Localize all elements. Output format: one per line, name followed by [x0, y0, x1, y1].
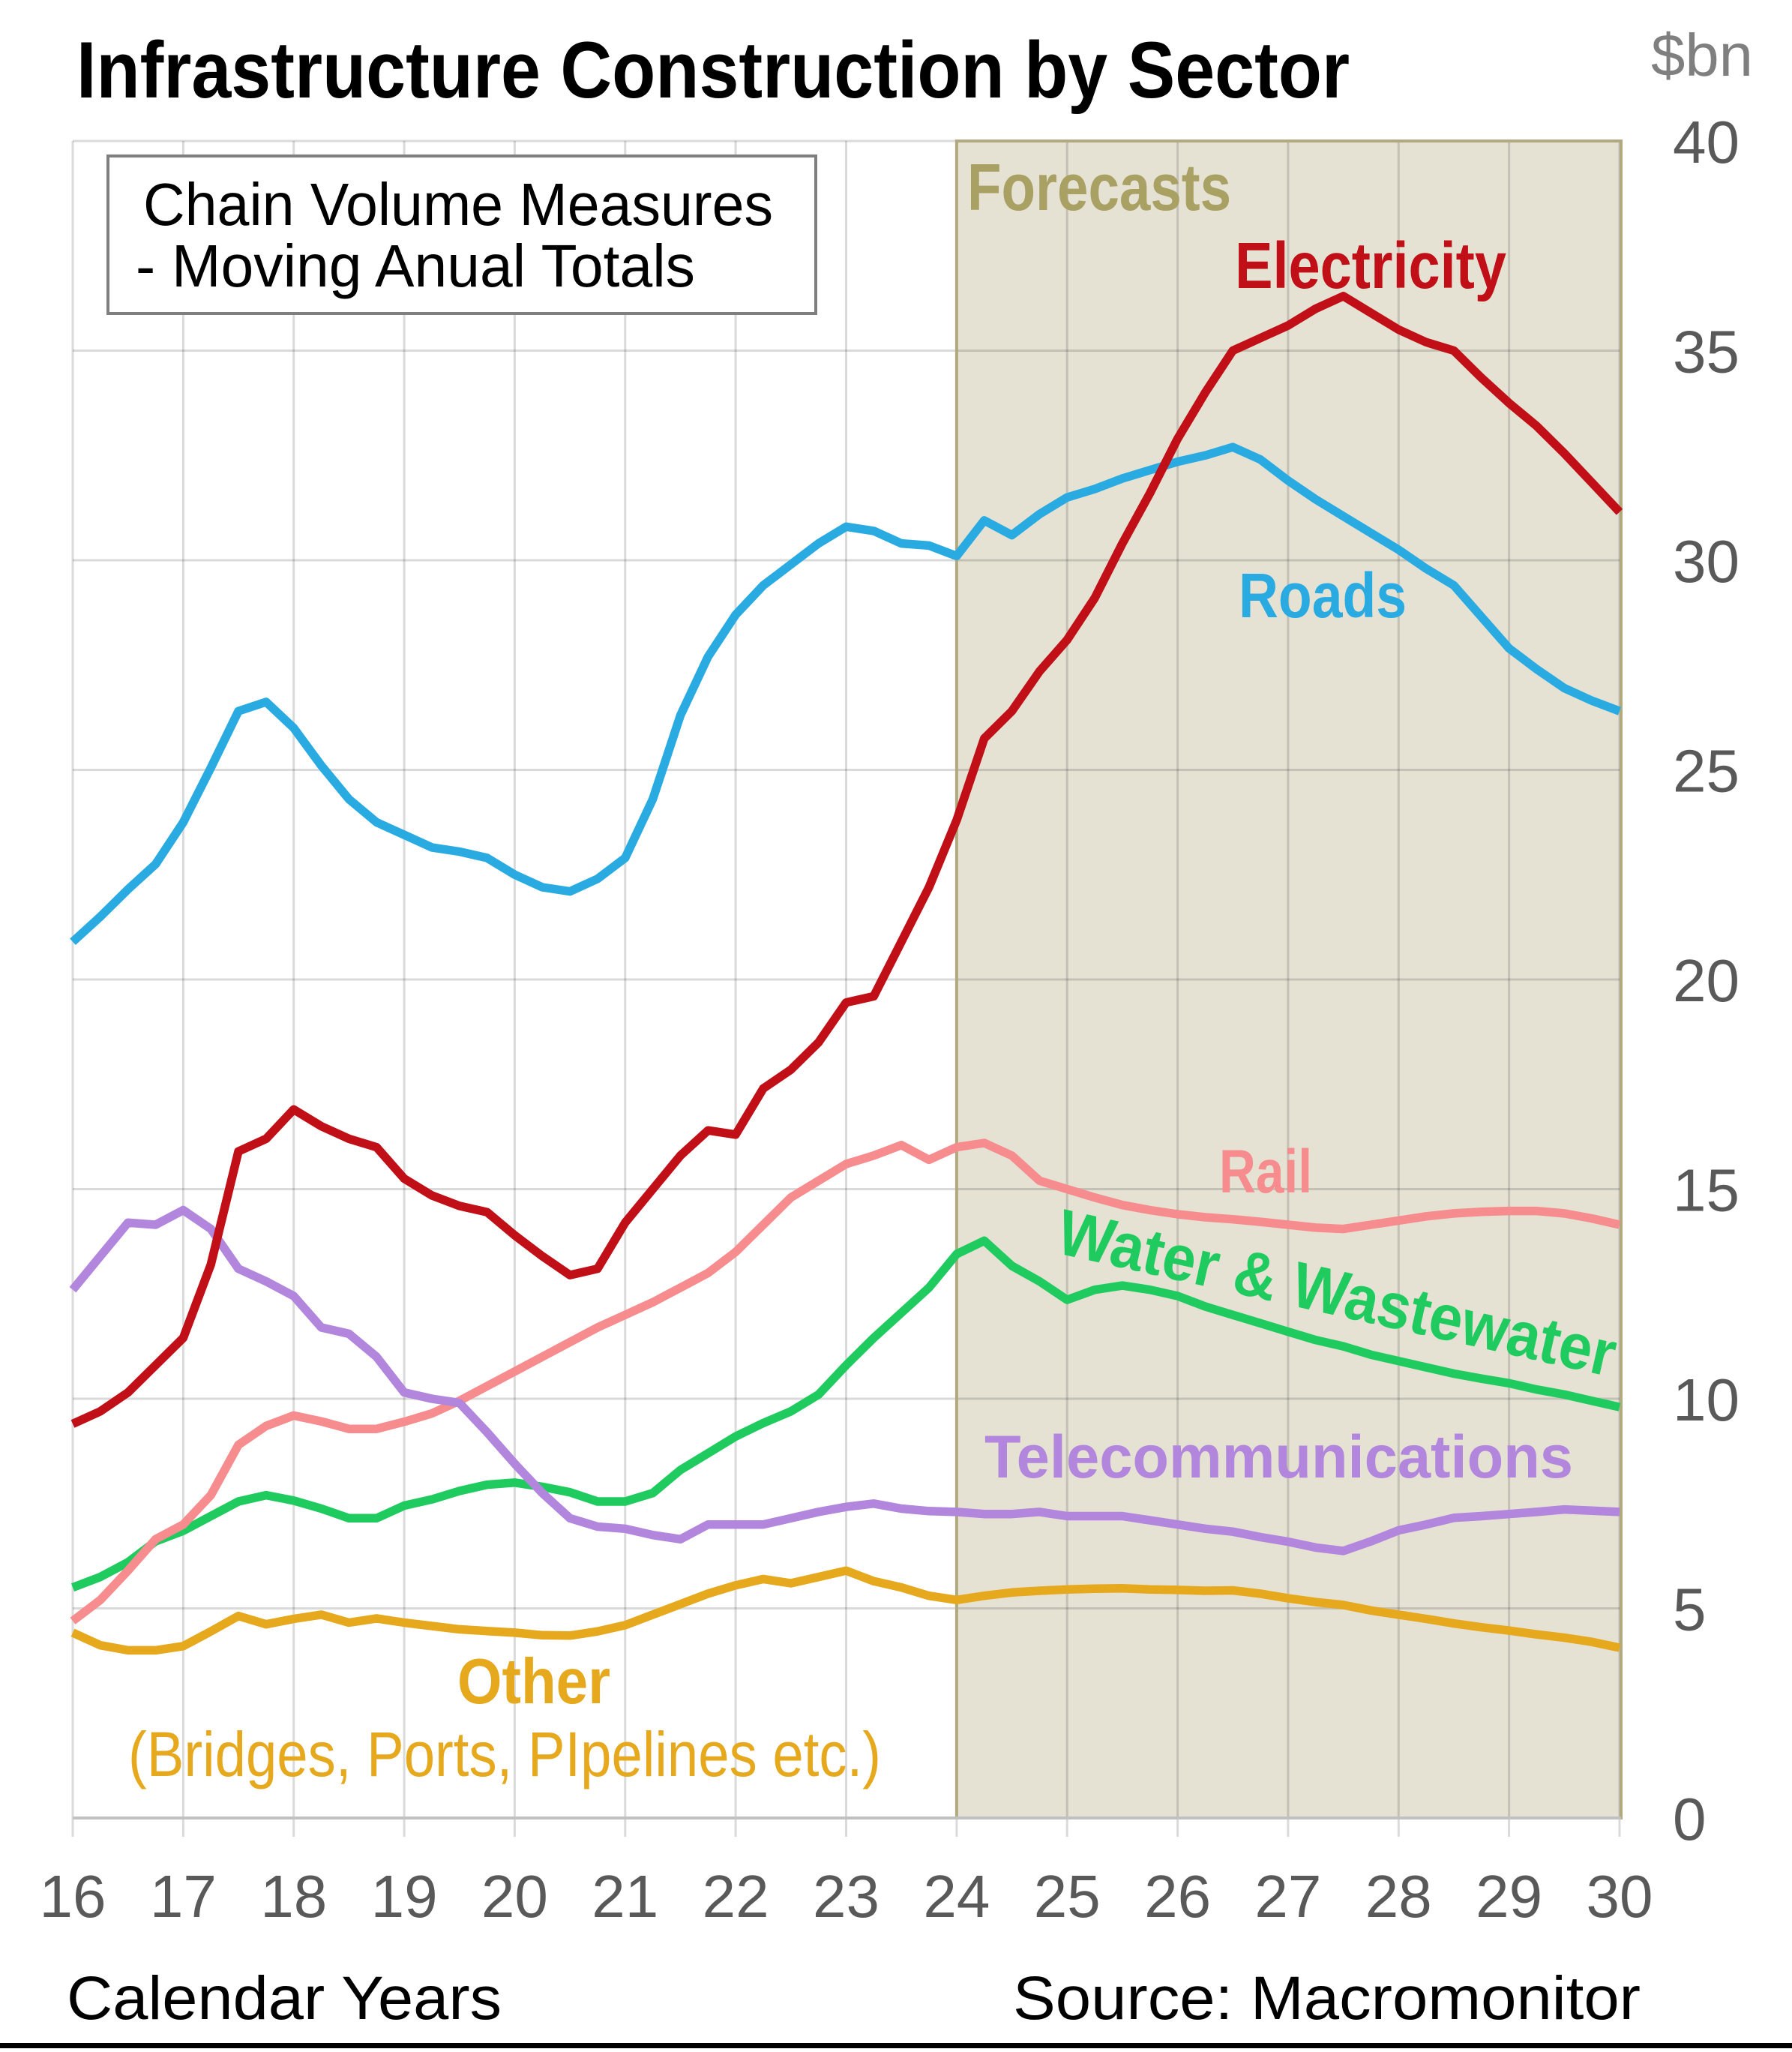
svg-text:27: 27: [1254, 1863, 1321, 1930]
svg-text:26: 26: [1144, 1863, 1211, 1930]
svg-text:Forecasts: Forecasts: [967, 150, 1231, 224]
svg-text:25: 25: [1034, 1863, 1101, 1930]
svg-text:17: 17: [150, 1863, 217, 1930]
svg-text:24: 24: [923, 1863, 990, 1930]
svg-text:35: 35: [1673, 319, 1740, 386]
svg-text:15: 15: [1673, 1157, 1740, 1224]
svg-text:21: 21: [592, 1863, 658, 1930]
svg-text:19: 19: [371, 1863, 438, 1930]
svg-text:Electricity: Electricity: [1235, 230, 1506, 302]
svg-text:30: 30: [1587, 1863, 1653, 1930]
svg-text:28: 28: [1365, 1863, 1432, 1930]
svg-text:18: 18: [260, 1863, 327, 1930]
svg-text:0: 0: [1673, 1786, 1707, 1852]
svg-text:Infrastructure Construction by: Infrastructure Construction by Sector: [76, 25, 1350, 115]
svg-text:Other: Other: [457, 1646, 610, 1718]
svg-text:Calendar Years: Calendar Years: [67, 1964, 502, 2032]
svg-text:20: 20: [481, 1863, 548, 1930]
svg-text:16: 16: [40, 1863, 106, 1930]
svg-text:22: 22: [703, 1863, 769, 1930]
svg-text:23: 23: [813, 1863, 880, 1930]
svg-text:$bn: $bn: [1651, 22, 1753, 88]
svg-text:Chain Volume Measures: Chain Volume Measures: [143, 171, 773, 238]
svg-text:40: 40: [1673, 109, 1740, 176]
svg-text:- Moving Anual Totals: - Moving Anual Totals: [136, 232, 695, 299]
svg-text:5: 5: [1673, 1576, 1707, 1643]
svg-text:Source: Macromonitor: Source: Macromonitor: [1013, 1964, 1641, 2032]
svg-text:30: 30: [1673, 528, 1740, 595]
svg-text:25: 25: [1673, 738, 1740, 805]
svg-text:20: 20: [1673, 947, 1740, 1014]
svg-text:(Bridges, Ports, PIpelines etc: (Bridges, Ports, PIpelines etc.): [128, 1719, 881, 1790]
svg-text:Roads: Roads: [1239, 560, 1407, 631]
svg-text:Rail: Rail: [1219, 1138, 1312, 1206]
svg-text:29: 29: [1476, 1863, 1542, 1930]
svg-text:Telecommunications: Telecommunications: [984, 1424, 1573, 1491]
svg-text:10: 10: [1673, 1366, 1740, 1433]
